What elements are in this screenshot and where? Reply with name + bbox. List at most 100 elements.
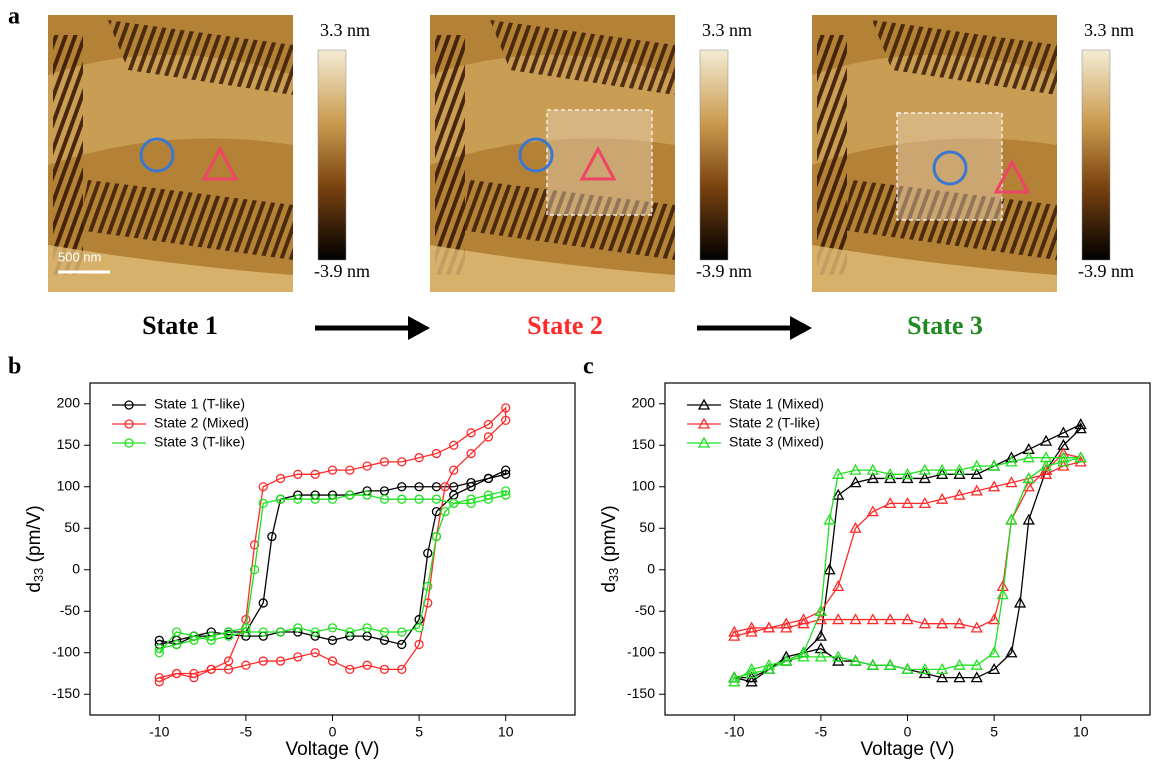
y-axis-label: d33 (pm/V) <box>599 505 621 592</box>
data-point <box>241 660 251 670</box>
arrow-head <box>408 316 430 340</box>
colorbar-min: -3.9 nm <box>1078 261 1134 281</box>
data-point <box>397 494 407 504</box>
data-point <box>849 476 862 488</box>
x-tick-label: 10 <box>498 724 514 740</box>
data-point <box>745 625 758 637</box>
afm-bright <box>48 245 293 292</box>
y-axis-label-part: 33 <box>606 568 621 582</box>
data-point <box>154 648 164 658</box>
data-point <box>988 480 1001 492</box>
colorbar <box>1081 49 1111 261</box>
legend-label: State 1 (T-like) <box>154 396 245 412</box>
marker-circle <box>518 137 554 173</box>
y-tick-label: -150 <box>52 685 80 701</box>
afm-image <box>812 15 1057 292</box>
data-point <box>327 656 338 666</box>
data-point <box>866 505 879 517</box>
x-tick-label: -5 <box>240 724 253 740</box>
colorbar-min: -3.9 nm <box>696 261 752 281</box>
data-point <box>241 627 251 637</box>
data-point <box>362 623 372 633</box>
data-point <box>414 494 424 504</box>
x-tick-label: -10 <box>724 724 744 740</box>
data-point <box>466 482 476 492</box>
data-point <box>1039 459 1053 471</box>
data-point <box>397 627 407 637</box>
data-point <box>362 490 372 500</box>
y-tick-label: -50 <box>635 602 655 618</box>
data-point <box>397 664 407 674</box>
afm-domain <box>460 180 675 260</box>
data-point <box>379 664 390 674</box>
data-point <box>449 498 459 509</box>
x-axis-label: Voltage (V) <box>286 739 380 760</box>
data-point <box>953 658 966 670</box>
data-point <box>171 639 182 650</box>
data-point <box>918 472 931 484</box>
data-point <box>241 623 251 633</box>
series-line <box>734 423 1082 683</box>
data-point <box>154 673 164 683</box>
data-point <box>189 635 199 645</box>
arrow-head <box>790 316 812 340</box>
data-point <box>762 658 776 670</box>
data-point <box>345 627 355 637</box>
data-point <box>483 490 494 500</box>
legend-marker <box>697 398 711 410</box>
data-point <box>884 658 897 670</box>
y-tick-label: 100 <box>632 477 656 493</box>
data-point <box>423 581 433 591</box>
data-point <box>267 531 277 542</box>
data-point <box>423 548 433 558</box>
afm-bright <box>430 245 675 292</box>
data-point <box>901 497 914 508</box>
data-point <box>901 613 914 625</box>
data-point <box>189 673 199 683</box>
data-point <box>832 467 845 479</box>
data-point <box>310 469 320 479</box>
data-point <box>988 646 1001 658</box>
data-point <box>797 646 810 658</box>
x-tick-label: 0 <box>904 724 912 740</box>
data-point <box>223 656 234 666</box>
data-point <box>258 627 268 637</box>
data-point <box>345 490 355 500</box>
data-point <box>293 469 303 479</box>
data-point <box>206 664 216 674</box>
data-point <box>1022 472 1035 484</box>
data-point <box>970 467 983 479</box>
data-point <box>258 598 268 608</box>
data-point <box>936 492 949 504</box>
data-point <box>249 540 260 550</box>
data-point <box>936 617 949 629</box>
data-point <box>431 448 442 459</box>
data-point <box>379 457 390 467</box>
scale-bar-label: 500 nm <box>58 249 101 264</box>
data-point <box>970 484 983 496</box>
afm-image <box>48 15 293 292</box>
data-point <box>362 461 372 471</box>
data-point <box>345 664 355 674</box>
data-point <box>466 498 476 509</box>
data-point <box>814 613 827 625</box>
data-point <box>501 415 511 426</box>
data-point <box>310 494 320 504</box>
data-point <box>1005 513 1018 525</box>
x-tick-label: 10 <box>1073 724 1089 740</box>
legend-label: State 3 (Mixed) <box>729 434 824 450</box>
legend-marker <box>124 438 134 448</box>
data-point <box>414 639 424 650</box>
series <box>154 403 511 687</box>
legend-label: State 2 (Mixed) <box>154 415 249 431</box>
y-tick-label: 0 <box>647 560 655 576</box>
data-point <box>849 521 862 533</box>
data-point <box>970 658 983 670</box>
data-point <box>431 531 442 542</box>
data-point <box>953 671 966 683</box>
data-point <box>762 621 776 633</box>
y-tick-label: 100 <box>57 477 81 493</box>
series <box>728 451 1087 687</box>
data-point <box>501 490 511 500</box>
data-point <box>1057 426 1070 438</box>
